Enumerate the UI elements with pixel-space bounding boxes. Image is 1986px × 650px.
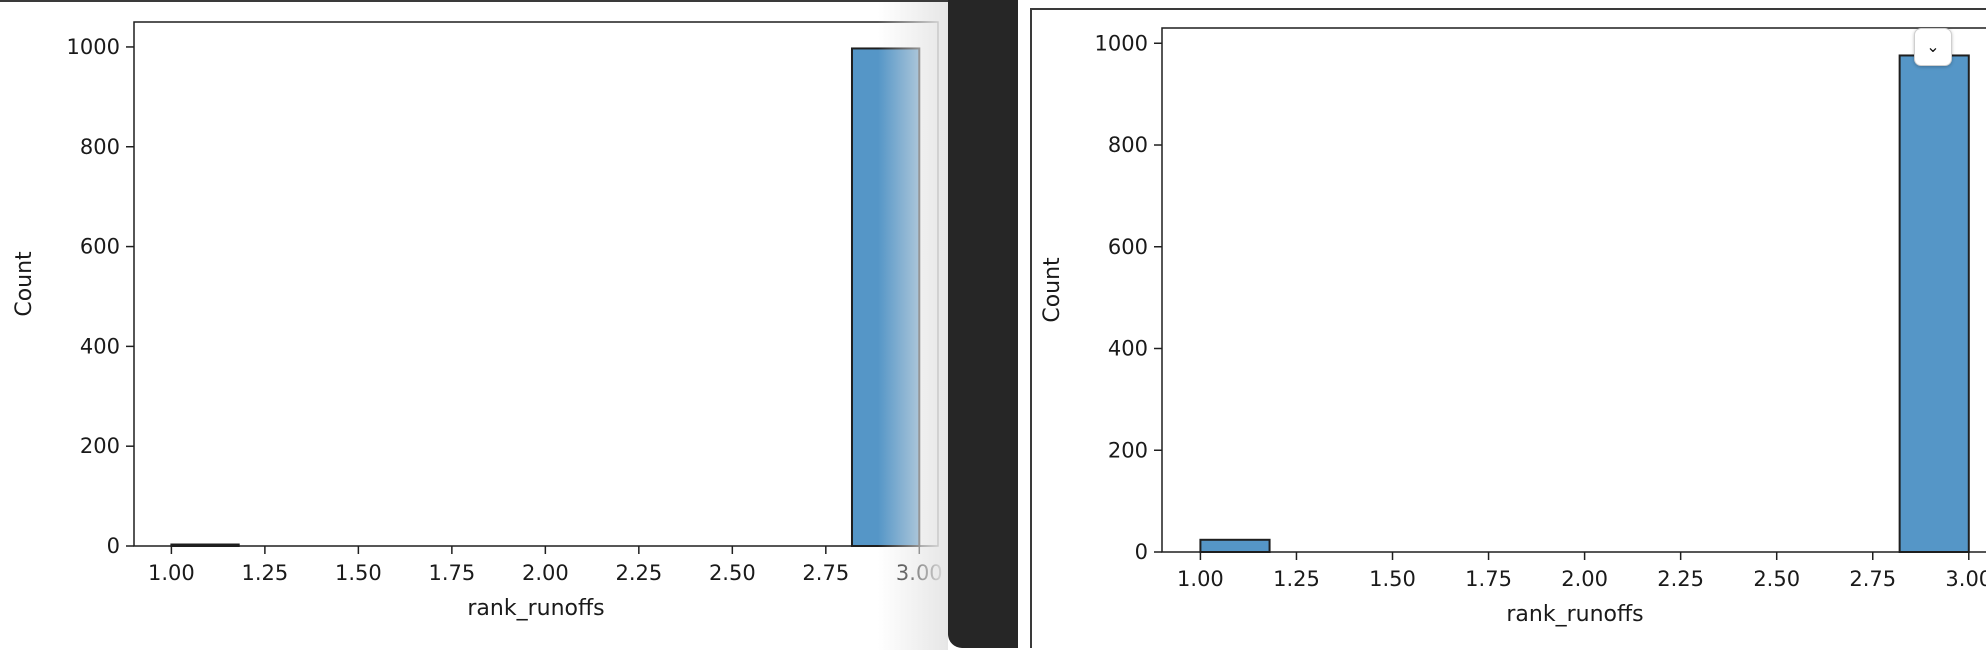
- x-tick-label: 1.75: [428, 561, 475, 585]
- x-tick-label: 2.00: [1561, 567, 1608, 591]
- y-tick-label: 800: [80, 135, 120, 159]
- axes-frame: [133, 21, 939, 547]
- y-tick-label: 400: [80, 334, 120, 358]
- y-tick-label: 200: [1108, 438, 1148, 462]
- x-axis-label: rank_runoffs: [467, 596, 604, 621]
- histogram-bar: [1199, 538, 1271, 553]
- x-tick-label: 1.25: [242, 561, 289, 585]
- x-tick-label: 2.50: [709, 561, 756, 585]
- histogram-chart-left: 1.00 1.25 1.50 1.75 2.00 2.25 2.50 2.75 3.00 0 200…: [12, 21, 943, 621]
- histogram-chart-right: 1.00 1.25 1.50 1.75 2.00 2.25 2.50 2.75 3.00 0 200…: [1040, 27, 1986, 627]
- axes-frame: [1161, 27, 1986, 553]
- panel-divider: [948, 0, 1018, 648]
- output-panel-right: 1.00 1.25 1.50 1.75 2.00 2.25 2.50 2.75 3.00 0 200…: [1030, 8, 1986, 648]
- x-tick-label: 2.25: [615, 561, 662, 585]
- chevron-down-icon: ⌄: [1926, 37, 1940, 56]
- x-tick-label: 1.50: [335, 561, 382, 585]
- x-tick-label: 3.00: [1945, 567, 1986, 591]
- x-tick-label: 2.25: [1657, 567, 1704, 591]
- y-tick-label: 0: [1135, 540, 1148, 564]
- x-tick-label: 1.25: [1273, 567, 1320, 591]
- collapse-output-button[interactable]: ⌄: [1914, 28, 1952, 66]
- x-tick-label: 2.00: [522, 561, 569, 585]
- histogram-bar: [1898, 54, 1970, 554]
- y-tick-label: 1000: [1095, 31, 1148, 55]
- x-axis-label: rank_runoffs: [1506, 602, 1643, 627]
- x-tick-label: 1.00: [1177, 567, 1224, 591]
- x-tick-label: 1.75: [1465, 567, 1512, 591]
- y-tick-label: 0: [107, 534, 120, 558]
- y-tick-label: 800: [1108, 133, 1148, 157]
- x-tick-label: 1.00: [148, 561, 195, 585]
- x-tick-label: 3.00: [896, 561, 943, 585]
- output-panel-left: 1.00 1.25 1.50 1.75 2.00 2.25 2.50 2.75 3.00 0 200…: [0, 0, 948, 650]
- x-tick-label: 1.50: [1369, 567, 1416, 591]
- x-tick-label: 2.75: [802, 561, 849, 585]
- x-tick-label: 2.75: [1849, 567, 1896, 591]
- y-tick-label: 200: [80, 434, 120, 458]
- histogram-bar: [850, 47, 921, 547]
- y-tick-label: 1000: [67, 35, 120, 59]
- y-tick-label: 600: [80, 235, 120, 259]
- y-axis-label: Count: [1040, 257, 1065, 323]
- y-tick-label: 400: [1108, 337, 1148, 361]
- x-tick-label: 2.50: [1753, 567, 1800, 591]
- y-tick-label: 600: [1108, 235, 1148, 259]
- y-axis-label: Count: [12, 251, 37, 317]
